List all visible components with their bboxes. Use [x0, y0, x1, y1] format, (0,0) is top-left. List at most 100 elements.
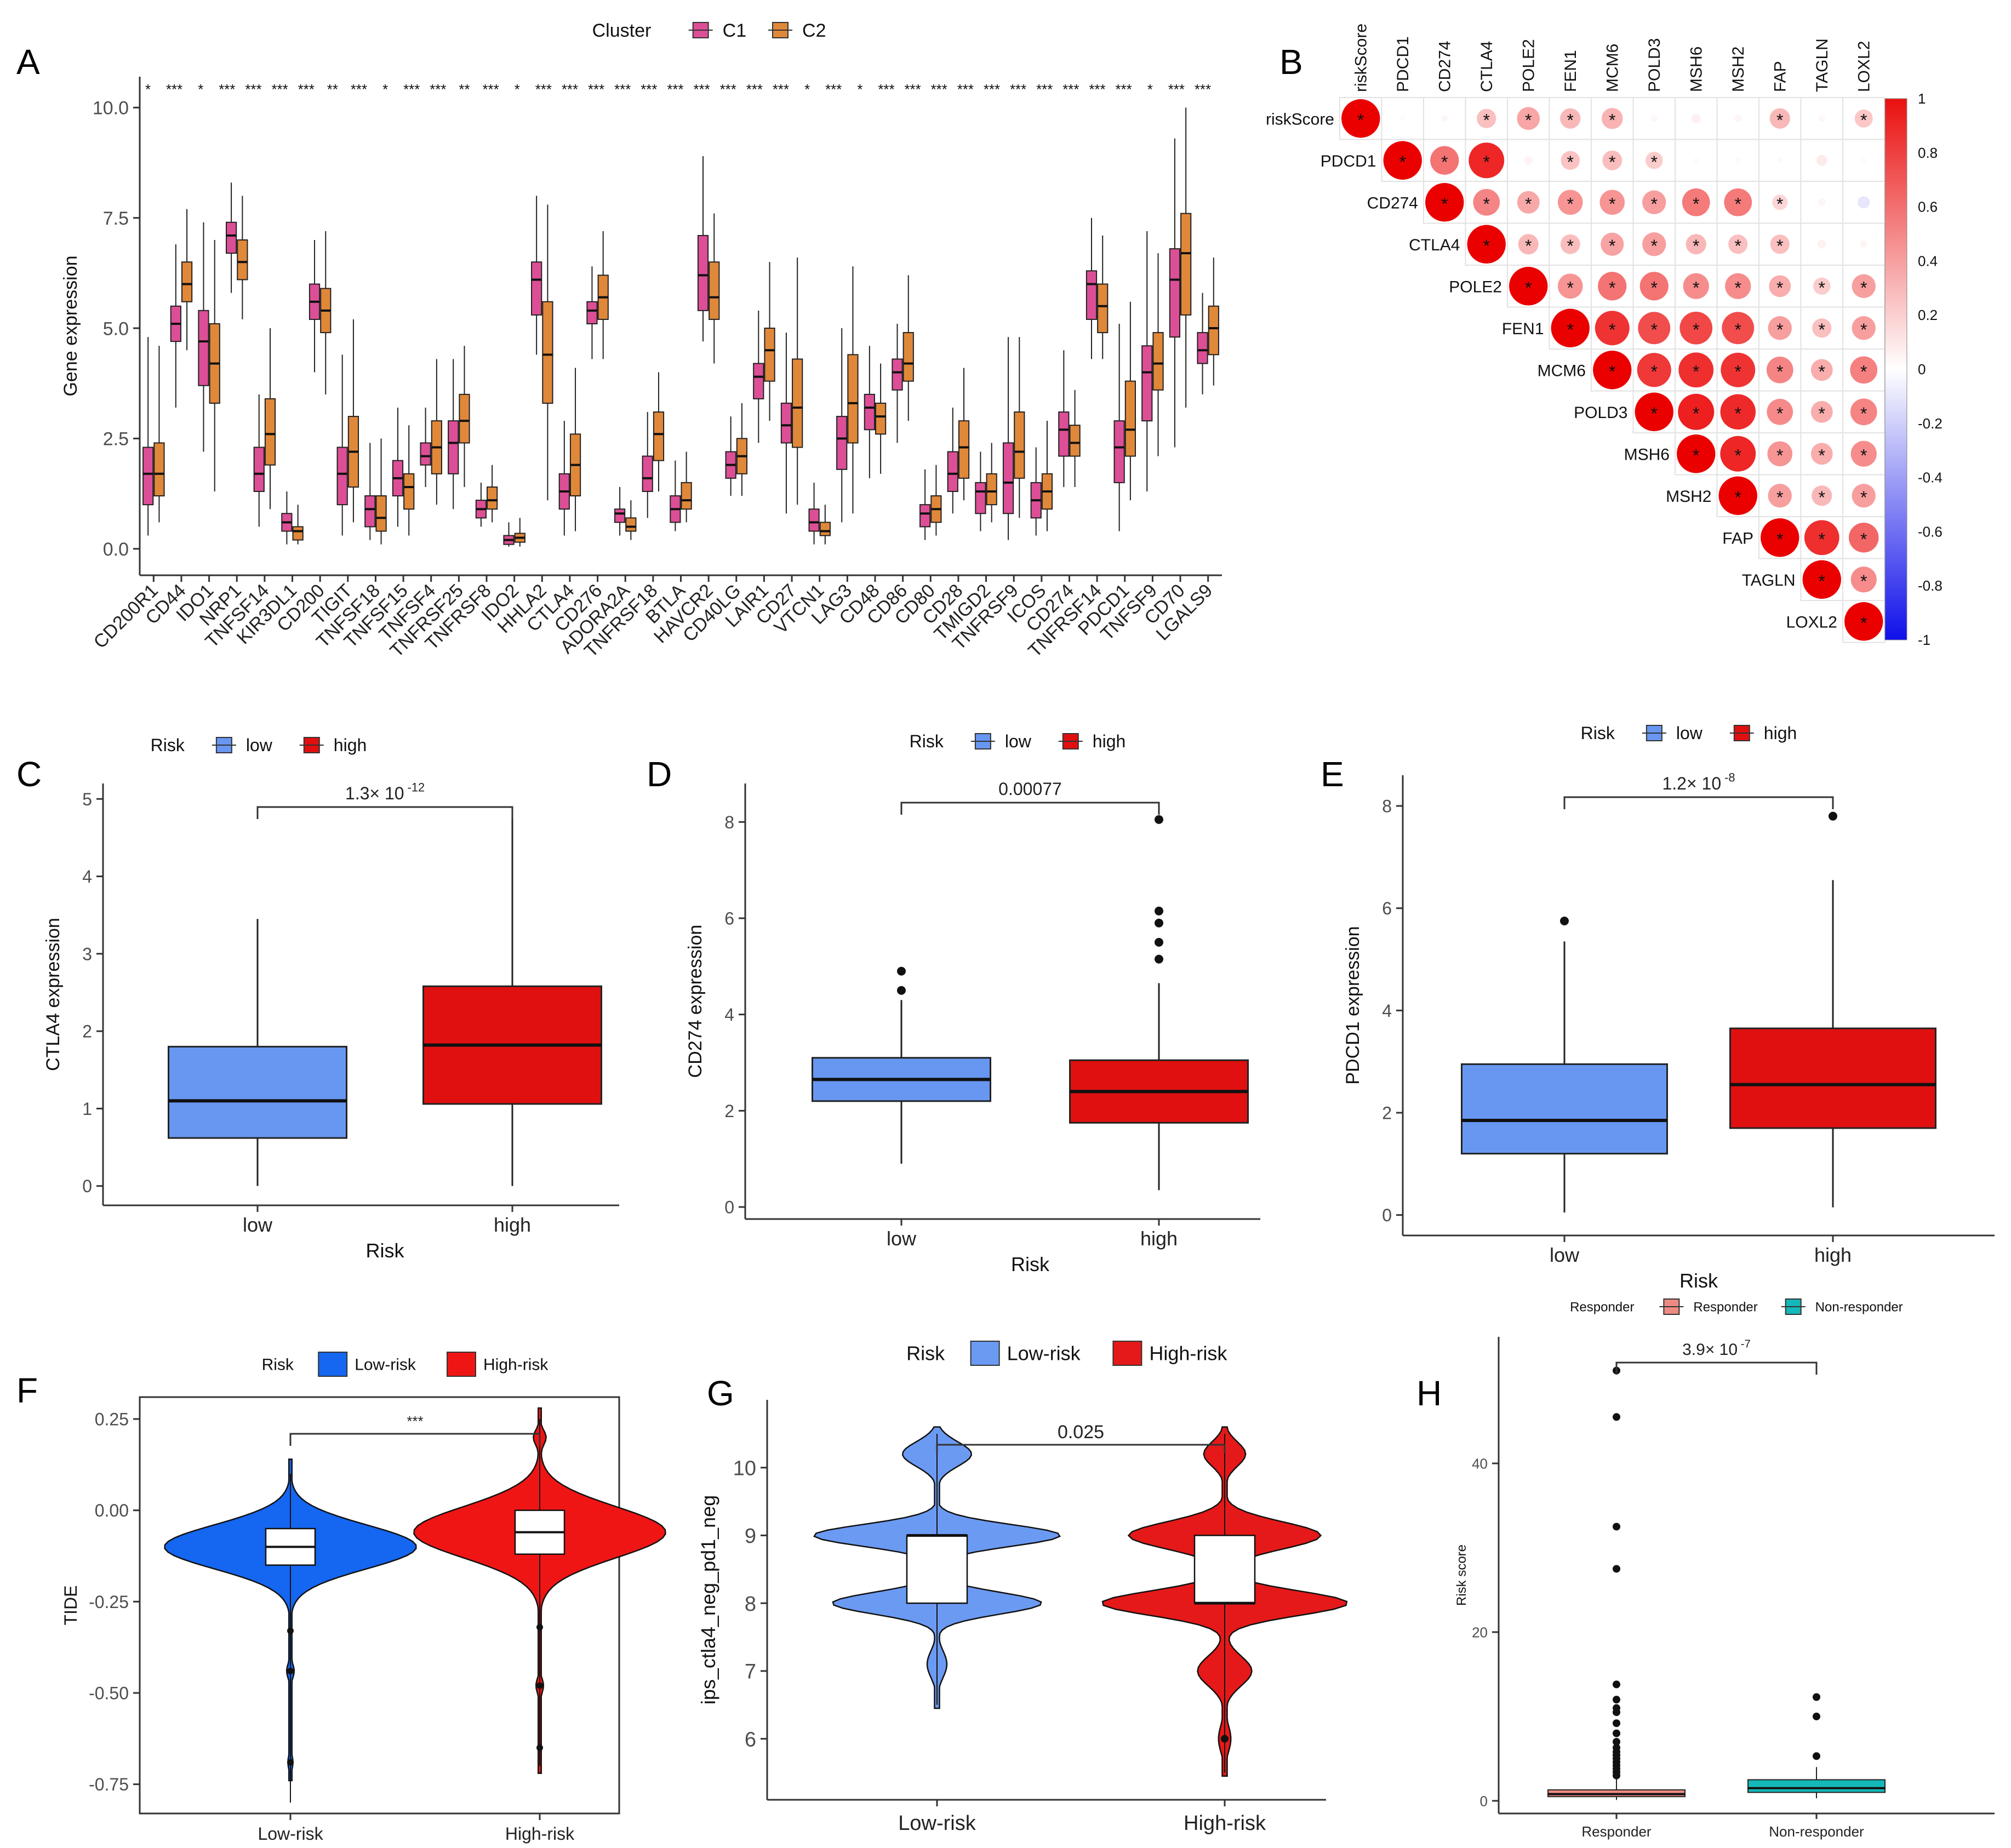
corr-circle: [1598, 272, 1627, 301]
significance-star: *: [1776, 362, 1783, 381]
corr-circle: [1817, 239, 1826, 249]
box: [753, 363, 764, 399]
significance-star: *: [382, 81, 388, 98]
significance-star: ***: [535, 81, 552, 98]
corr-circle: [1593, 351, 1632, 390]
box: [459, 393, 470, 444]
significance-star: *: [515, 81, 520, 98]
significance-star: *: [1609, 320, 1615, 340]
y-tick-label: 3: [82, 944, 92, 964]
corr-circle: [1777, 157, 1783, 163]
significance-star: *: [1776, 529, 1783, 549]
grid-cell: [1423, 97, 1466, 140]
significance-star: *: [1651, 236, 1658, 256]
corr-circle: [1850, 398, 1877, 426]
significance-star: *: [1609, 152, 1615, 172]
significance-star: ***: [904, 81, 921, 98]
colorbar-tick-label: -0.4: [1918, 470, 1943, 486]
column-label: MSH2: [1729, 47, 1747, 92]
significance-star: *: [1819, 278, 1825, 297]
p-value-label: 1.3× 10 -12: [345, 781, 425, 803]
corr-circle: [1642, 190, 1666, 214]
y-tick-label: 8: [724, 813, 734, 832]
colorbar-tick-label: 0.8: [1918, 145, 1938, 161]
box: [153, 442, 165, 497]
panel-label: F: [16, 1371, 38, 1410]
box: [237, 239, 248, 281]
significance-star: *: [1651, 320, 1658, 340]
significance-star: *: [1483, 152, 1490, 172]
column-label: POLD3: [1646, 38, 1664, 92]
significance-star: ***: [403, 81, 420, 98]
colorbar-tick-label: -1: [1918, 632, 1930, 648]
p-value-exponent: -12: [404, 781, 425, 794]
significance-star: *: [1735, 488, 1741, 507]
significance-star: ***: [1168, 81, 1185, 98]
significance-star: *: [1860, 278, 1867, 297]
significance-star: ***: [1195, 81, 1211, 98]
box: [919, 504, 931, 528]
significance-star: *: [1525, 236, 1532, 256]
significance-star: *: [1860, 445, 1867, 465]
outlier-point: [536, 1744, 543, 1751]
corr-circle: [1804, 520, 1839, 556]
significance-star: *: [1399, 152, 1406, 172]
significance-star: ***: [1036, 81, 1053, 98]
row-label: MSH2: [1666, 488, 1711, 506]
column-label: riskScore: [1352, 24, 1370, 92]
legend-key: [970, 1341, 1000, 1366]
y-tick-label: 8: [745, 1593, 756, 1616]
y-tick-label: 6: [1382, 899, 1392, 918]
column-label: MCM6: [1603, 44, 1621, 92]
y-tick-label: 0: [1480, 1793, 1488, 1809]
corr-circle: [1561, 151, 1580, 170]
y-axis-title: ips_ctla4_neg_pd1_neg: [697, 1495, 719, 1704]
outlier-point: [1813, 1693, 1820, 1701]
box: [375, 495, 387, 532]
significance-bracket: [1563, 796, 1834, 809]
corr-circle: [1601, 107, 1623, 129]
corr-circle: [1761, 518, 1799, 557]
significance-star: *: [1693, 278, 1699, 297]
significance-star: *: [1735, 445, 1741, 465]
significance-star: *: [1609, 194, 1615, 214]
outlier-point: [1155, 918, 1163, 928]
corr-circle: [1383, 141, 1422, 180]
p-value-label: ***: [407, 1413, 423, 1429]
corr-circle: [1560, 234, 1580, 254]
legend-title: Risk: [906, 1342, 945, 1365]
significance-star: *: [1441, 194, 1448, 214]
colorbar-tick-label: -0.6: [1918, 523, 1943, 540]
box: [448, 420, 459, 474]
outlier-point: [897, 966, 906, 976]
row-label: POLD3: [1574, 404, 1627, 422]
corr-circle: [1854, 109, 1873, 128]
p-value-exponent: -7: [1738, 1338, 1751, 1351]
significance-star: *: [1609, 362, 1615, 381]
legend-title: Risk: [1581, 723, 1615, 743]
corr-circle: [1850, 440, 1877, 467]
significance-star: *: [1525, 110, 1532, 130]
corr-circle: [1770, 234, 1790, 254]
outlier-point: [1613, 1729, 1620, 1737]
legend-label: Non-responder: [1815, 1300, 1903, 1314]
corr-circle: [1677, 434, 1716, 473]
y-tick-label: 0: [724, 1198, 734, 1217]
box: [1169, 248, 1181, 338]
x-axis-title: Risk: [366, 1239, 405, 1262]
significance-star: *: [1819, 488, 1825, 507]
legend-key: [1112, 1341, 1142, 1366]
column-label: PDCD1: [1394, 36, 1412, 92]
y-tick-label: -0.25: [89, 1592, 129, 1612]
significance-star: *: [804, 81, 810, 98]
column-label: FAP: [1771, 61, 1789, 92]
corr-circle: [1646, 152, 1663, 169]
significance-star: *: [1819, 571, 1825, 591]
corr-circle: [1509, 267, 1548, 306]
significance-star: *: [1441, 152, 1448, 172]
significance-star: ***: [614, 81, 631, 98]
x-axis-title: Risk: [1679, 1269, 1718, 1292]
panel-c: C Risk low high 0 1 2 3 4 5 CTLA4 expression low hig…: [16, 735, 619, 1262]
corr-circle: [1517, 191, 1540, 214]
significance-star: *: [1776, 194, 1783, 214]
